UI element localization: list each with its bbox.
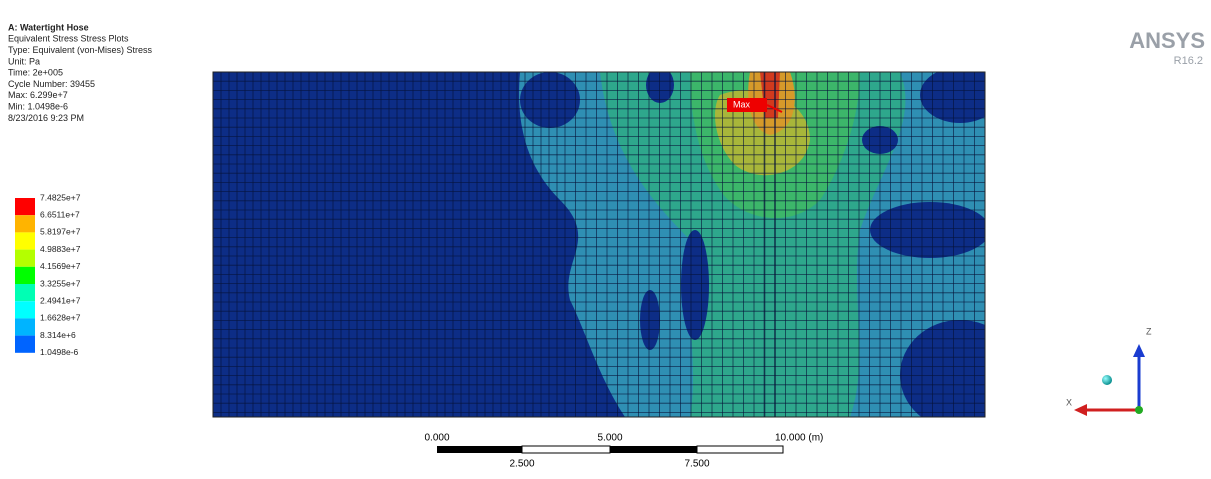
header-line: Cycle Number: 39455 [8,79,95,89]
legend-swatch [15,301,35,318]
header-line: Unit: Pa [8,56,40,66]
contour-region [920,67,1000,123]
legend-label: 2.4941e+7 [40,295,81,305]
header-line: Type: Equivalent (von-Mises) Stress [8,45,153,55]
scale-bar: 0.000 5.000 10.000 (m) 2.500 7.500 [424,433,823,470]
triad-arrow [1074,404,1087,416]
header-line: 8/23/2016 9:23 PM [8,113,84,123]
triad-x-label: X [1066,397,1072,407]
header: A: Watertight Hose Equivalent Stress Stre… [8,22,153,122]
legend-label: 7.4825e+7 [40,192,81,202]
legend-swatch [15,284,35,301]
scale-label: 0.000 [424,433,449,444]
legend-label: 8.314e+6 [40,330,76,340]
triad-sphere [1102,375,1112,385]
triad-arrow [1133,344,1145,357]
contour-region [900,320,1020,430]
legend-label: 5.8197e+7 [40,227,81,237]
legend-swatch [15,215,35,232]
legend-label: 3.3255e+7 [40,278,81,288]
legend-label: 1.0498e-6 [40,347,79,357]
legend-swatch [15,198,35,215]
legend-swatch [15,267,35,284]
header-line: Equivalent Stress Stress Plots [8,34,129,44]
header-line: A: Watertight Hose [8,22,89,32]
header-line: Time: 2e+005 [8,68,63,78]
header-line: Max: 6.299e+7 [8,90,68,100]
legend-swatch [15,336,35,353]
triad-z-label: Z [1146,326,1152,336]
triad: Z X [1066,326,1152,416]
scale-label: 7.500 [684,459,709,470]
viewport: A: Watertight Hose Equivalent Stress Stre… [0,0,1211,474]
legend-label: 1.6628e+7 [40,313,81,323]
legend: 7.4825e+7 6.6511e+7 5.8197e+7 4.9883e+7 4.15… [15,192,81,357]
legend-label: 4.9883e+7 [40,244,81,254]
scale-label: 5.000 [597,433,622,444]
logo-name: ANSYS [1129,28,1205,53]
legend-swatch [15,232,35,249]
page: A: Watertight Hose Equivalent Stress Stre… [0,0,1211,479]
logo-version: R16.2 [1174,55,1203,67]
scale-label: 10.000 (m) [775,433,823,444]
scale-segment [437,446,522,453]
legend-label: 4.1569e+7 [40,261,81,271]
triad-origin [1135,406,1143,414]
legend-swatch [15,318,35,335]
scale-segment [522,446,610,453]
contour-plot [213,67,1020,430]
legend-swatch [15,250,35,267]
scale-segment [697,446,783,453]
legend-label: 6.6511e+7 [40,209,80,219]
scale-label: 2.500 [509,459,534,470]
max-label: Max [733,99,751,109]
header-line: Min: 1.0498e-6 [8,101,68,111]
scale-segment [610,446,697,453]
